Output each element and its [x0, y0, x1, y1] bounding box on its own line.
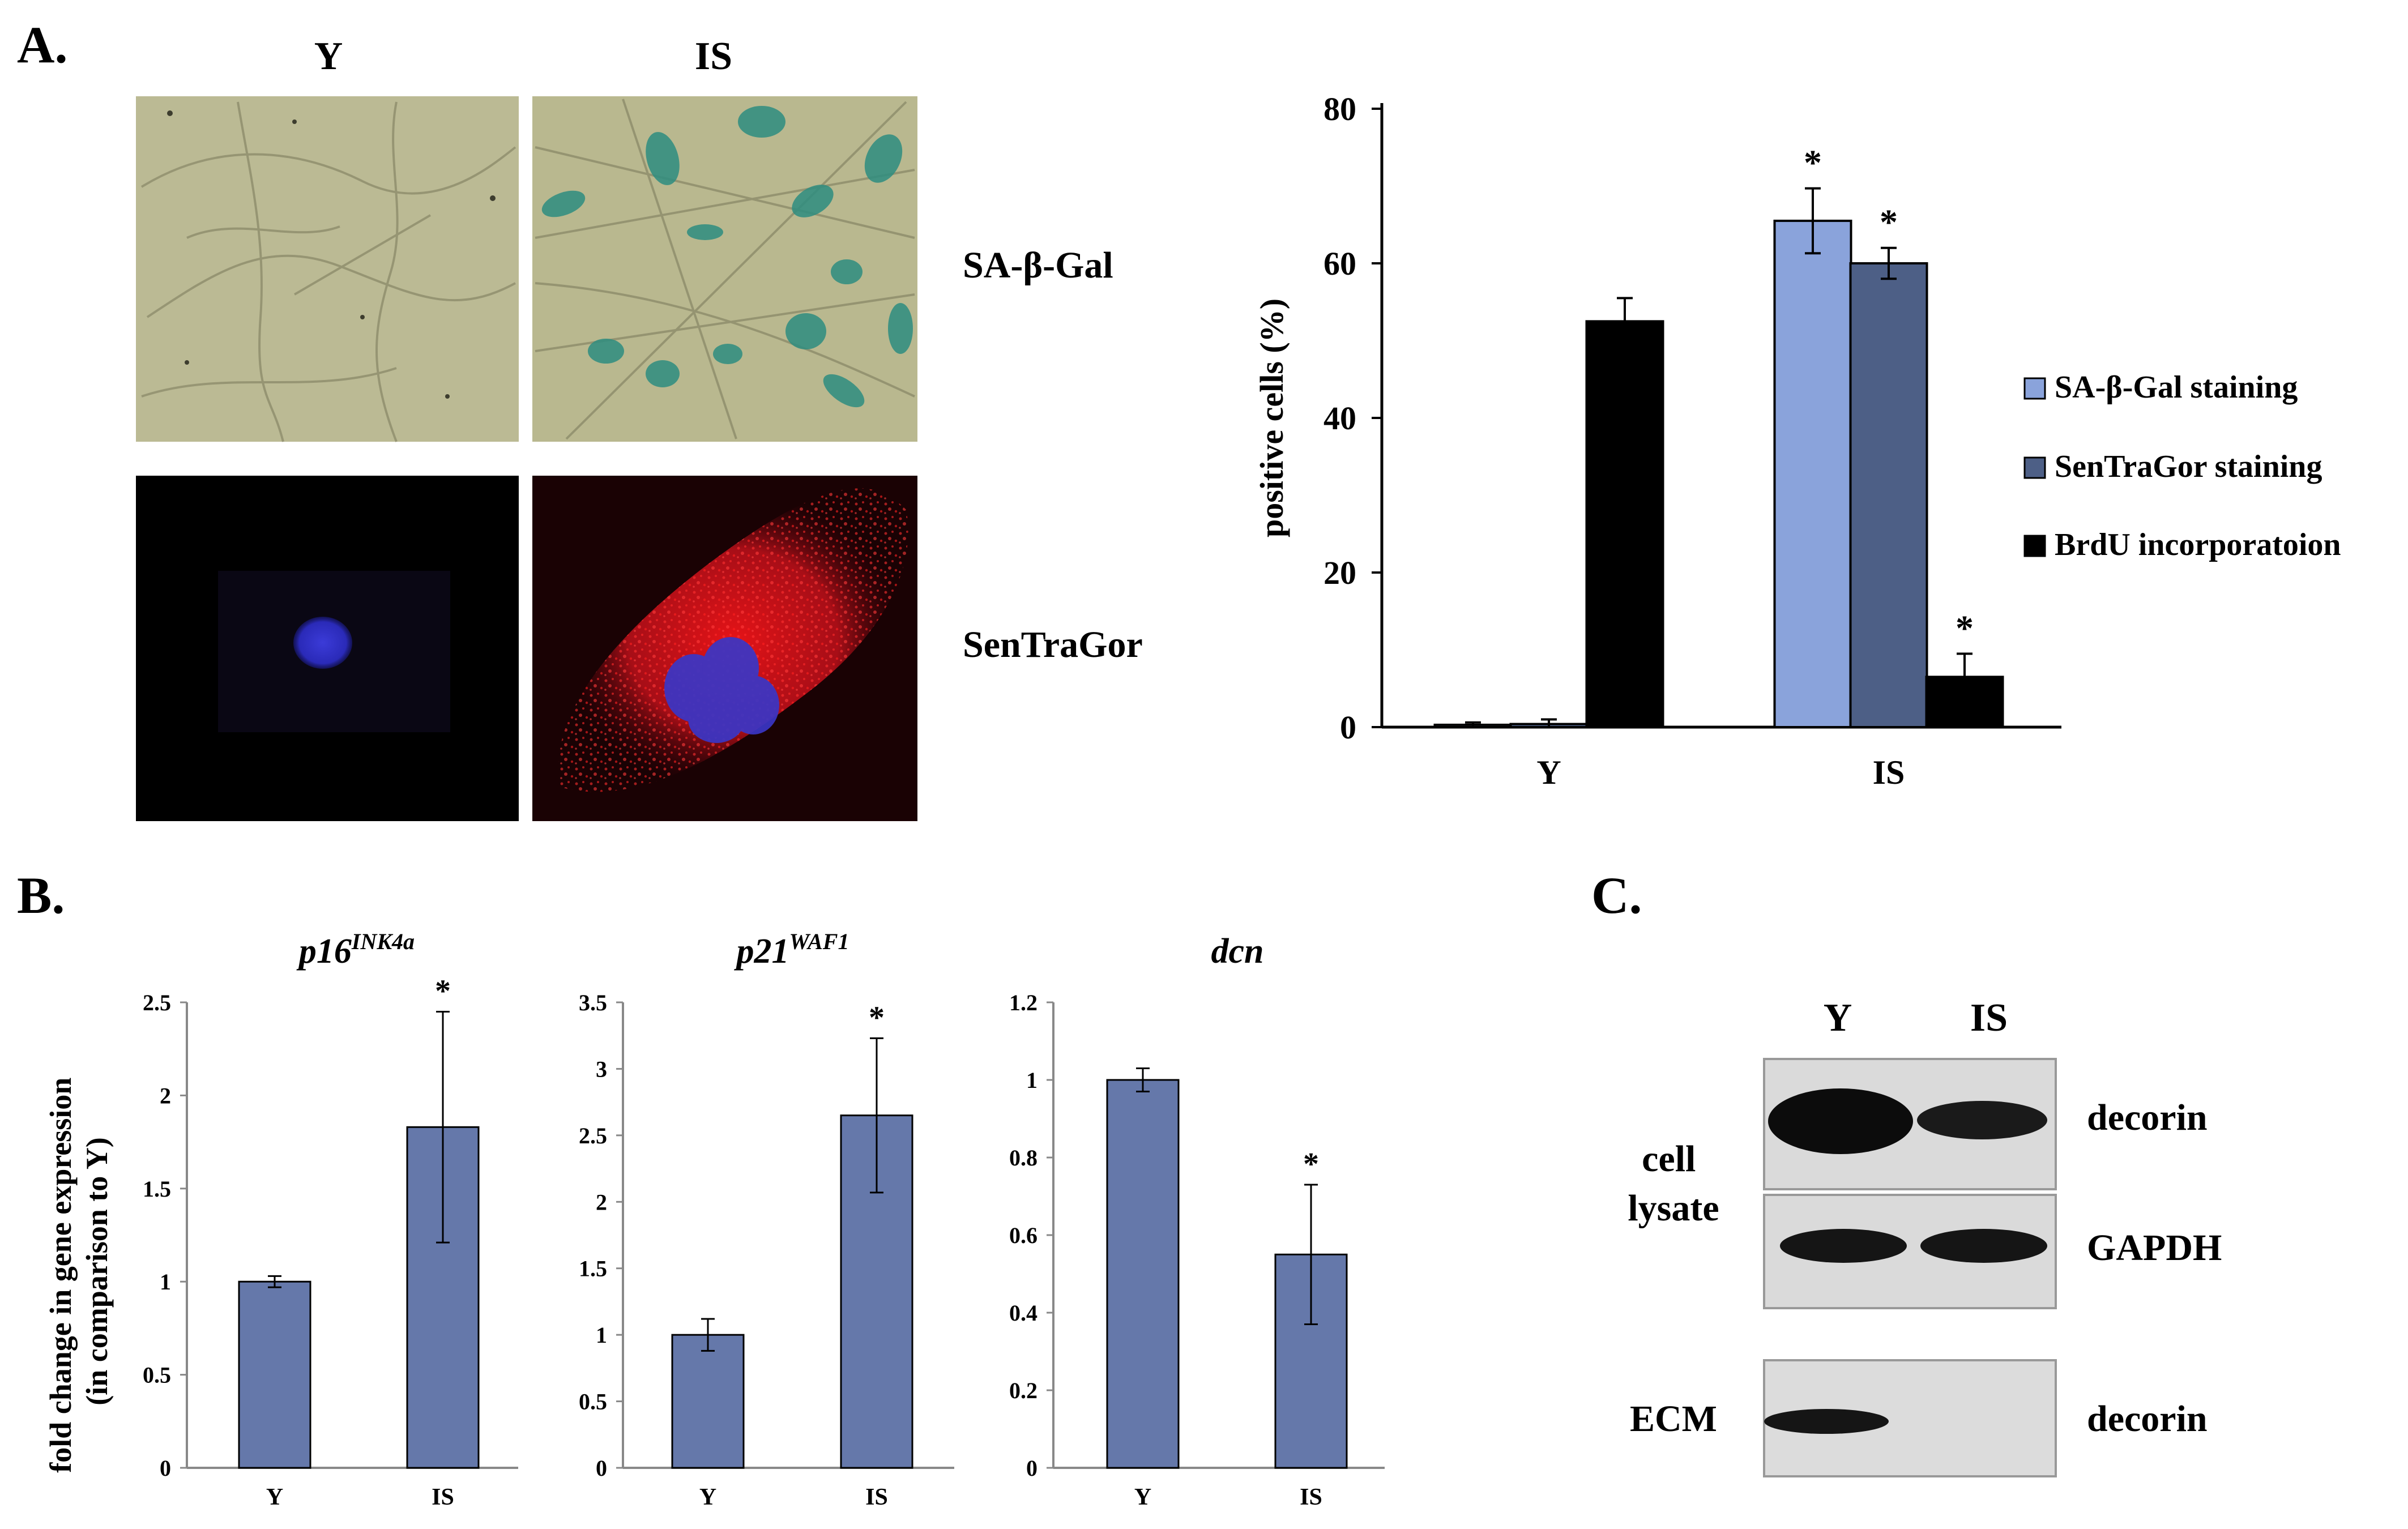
y-tick-label: 0 — [1026, 1455, 1038, 1481]
y-tick-label: 0.5 — [143, 1363, 171, 1388]
blot-decorin-ecm — [1763, 1359, 2057, 1477]
y-tick-label: 0 — [1340, 709, 1356, 746]
x-category-label: Y — [1536, 754, 1561, 791]
y-tick-label: 0.4 — [1009, 1300, 1038, 1326]
bar-2-0 — [1585, 320, 1664, 728]
chart-title-superscript: INK4a — [351, 929, 415, 954]
y-tick-label: 40 — [1323, 400, 1356, 437]
significance-marker: * — [435, 973, 451, 1009]
y-tick-label: 2 — [160, 1083, 171, 1108]
y-tick-label: 80 — [1323, 91, 1356, 127]
group-label-cell-lysate: cell lysate — [1628, 1138, 1719, 1229]
x-category-label: Y — [266, 1484, 283, 1510]
blot-gapdh — [1763, 1194, 2057, 1309]
significance-marker: * — [1956, 608, 1974, 648]
band-label-decorin: decorin — [2087, 1097, 2208, 1138]
significance-marker: * — [1303, 1147, 1319, 1182]
y-tick-label: 0 — [160, 1455, 171, 1481]
group-label-cell: cell — [1642, 1138, 1696, 1180]
y-tick-label: 1 — [160, 1269, 171, 1295]
legend-label: BrdU incorporatoion — [2055, 527, 2341, 562]
y-tick-label: 3.5 — [579, 990, 607, 1015]
chart-title-main: dcn — [1211, 932, 1264, 971]
row-label-sagal: SA-β-Gal — [963, 245, 1113, 286]
group-label-lysate: lysate — [1628, 1188, 1719, 1229]
x-category-label: Y — [1134, 1484, 1151, 1510]
y-tick-label: 20 — [1323, 554, 1356, 591]
y-tick-label: 3 — [596, 1056, 607, 1082]
bar-0-1 — [1773, 219, 1852, 728]
legend-label: SA-β-Gal staining — [2055, 370, 2298, 405]
bar-0 — [671, 1334, 745, 1469]
bar-1-1 — [1849, 262, 1928, 728]
lane-label-y: Y — [1824, 996, 1852, 1040]
micrograph-sentragor-is — [532, 476, 917, 821]
y-tick-label: 60 — [1323, 245, 1356, 282]
y-tick-label: 0.5 — [579, 1389, 607, 1415]
chart-title: dcn — [1211, 932, 1264, 971]
band-label-ecm-decorin: decorin — [2087, 1398, 2208, 1440]
y-tick-label: 1 — [1026, 1067, 1038, 1093]
p16-expression-chart: p16INK4a 0 0.5 1 1.5 2 2.5 Y IS * — [143, 929, 518, 1510]
panel-c-label: C. — [1591, 866, 1642, 924]
column-label-y: Y — [314, 35, 343, 78]
y-tick-label: 0.8 — [1009, 1145, 1038, 1171]
blot-decorin-lysate — [1763, 1058, 2057, 1190]
legend-swatch — [2023, 456, 2046, 479]
p21-expression-chart: p21WAF1 0 0.5 1 1.5 2 2.5 3 3.5 Y IS * — [579, 929, 954, 1510]
legend-swatch — [2023, 535, 2046, 557]
panel-b-y-axis-label-line1: fold change in gene expression — [44, 1078, 78, 1473]
significance-marker: * — [1804, 143, 1822, 183]
y-tick-label: 2 — [596, 1189, 607, 1215]
lane-label-is: IS — [1970, 996, 2008, 1040]
y-tick-label: 1.5 — [579, 1256, 607, 1282]
panel-b-label: B. — [17, 866, 65, 924]
positive-cells-chart: 0 20 40 60 80 positive cells (%) Y IS * * * SA-β-Ga… — [1253, 91, 2341, 791]
chart-title-main: p21 — [734, 932, 789, 971]
panel-a-label: A. — [17, 16, 67, 74]
legend-swatch — [2023, 377, 2046, 400]
row-label-sentragor: SenTraGor — [963, 624, 1143, 665]
bar-0 — [1106, 1079, 1180, 1469]
y-tick-label: 0.6 — [1009, 1223, 1038, 1248]
x-category-label: IS — [1873, 754, 1905, 791]
micrograph-sagal-y — [136, 96, 519, 442]
column-label-is: IS — [695, 35, 732, 78]
y-tick-label: 0.2 — [1009, 1378, 1038, 1403]
significance-marker: * — [1880, 202, 1898, 242]
x-category-label: IS — [865, 1484, 888, 1510]
y-tick-label: 1.5 — [143, 1176, 171, 1202]
panel-b-y-axis-label: fold change in gene expression (in compa… — [44, 1070, 114, 1473]
significance-marker: * — [869, 1000, 885, 1035]
panel-b-y-axis-label-line2: (in comparison to Y) — [80, 1137, 114, 1405]
legend-label: SenTraGor staining — [2055, 449, 2322, 484]
chart-title-main: p16 — [296, 932, 352, 971]
micrograph-sentragor-y — [136, 476, 519, 821]
y-tick-label: 0 — [596, 1455, 607, 1481]
y-axis-label: positive cells (%) — [1253, 298, 1290, 537]
micrograph-sagal-is — [532, 96, 917, 442]
y-tick-label: 2.5 — [579, 1123, 607, 1148]
y-tick-label: 2.5 — [143, 990, 171, 1015]
x-category-label: IS — [432, 1484, 454, 1510]
x-category-label: IS — [1300, 1484, 1322, 1510]
chart-title-superscript: WAF1 — [789, 929, 849, 954]
group-label-ecm: ECM — [1630, 1398, 1717, 1440]
chart-title: p16INK4a — [296, 929, 415, 971]
bar-0 — [238, 1280, 311, 1469]
chart-title: p21WAF1 — [734, 929, 849, 971]
y-tick-label: 1.2 — [1009, 990, 1038, 1015]
y-tick-label: 1 — [596, 1322, 607, 1348]
dcn-expression-chart: dcn 0 0.2 0.4 0.6 0.8 1 1.2 Y IS * — [1009, 932, 1385, 1510]
x-category-label: Y — [699, 1484, 716, 1510]
band-label-gapdh: GAPDH — [2087, 1227, 2222, 1269]
